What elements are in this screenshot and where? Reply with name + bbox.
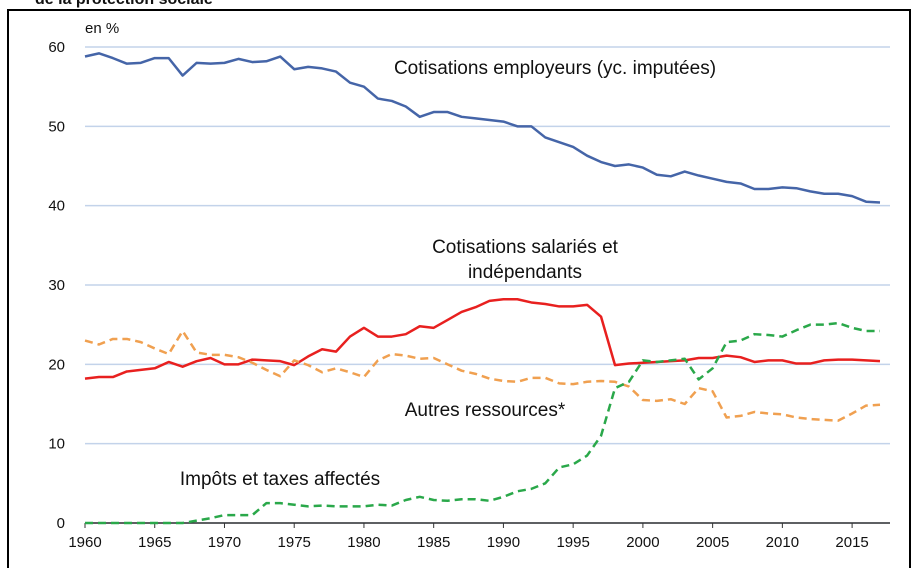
x-tick-label: 1975 [278, 534, 311, 551]
series-label: Autres ressources* [404, 400, 566, 421]
x-tick-label: 2015 [835, 534, 868, 551]
frame [7, 9, 911, 568]
y-tick-label: 50 [48, 118, 65, 135]
series-label: Cotisations employeurs (yc. imputées) [393, 58, 717, 79]
x-tick-label: 1990 [487, 534, 520, 551]
x-tick-label: 1985 [417, 534, 450, 551]
series-label: Impôts et taxes affectés [179, 469, 381, 490]
series-line [84, 298, 881, 380]
y-tick-label: 20 [48, 356, 65, 373]
series-label: Cotisations salariés et indépendants [432, 237, 618, 283]
series-line [84, 52, 881, 204]
y-tick-label: 40 [48, 198, 65, 215]
y-axis-label: en % [85, 20, 119, 37]
x-tick-label: 2000 [626, 534, 659, 551]
chart-title: de la protection sociale [35, 0, 213, 8]
x-tick-label: 1980 [347, 534, 380, 551]
series-line [84, 329, 881, 422]
y-tick-label: 60 [48, 39, 65, 56]
y-tick-label: 30 [48, 277, 65, 294]
x-tick-label: 2010 [766, 534, 799, 551]
y-tick-label: 10 [48, 436, 65, 453]
x-tick-label: 1960 [68, 534, 101, 551]
x-tick-label: 1965 [138, 534, 171, 551]
x-tick-label: 1970 [208, 534, 241, 551]
y-tick-label: 0 [57, 515, 65, 532]
x-tick-label: 2005 [696, 534, 729, 551]
x-tick-label: 1995 [556, 534, 589, 551]
series-line [85, 321, 880, 525]
